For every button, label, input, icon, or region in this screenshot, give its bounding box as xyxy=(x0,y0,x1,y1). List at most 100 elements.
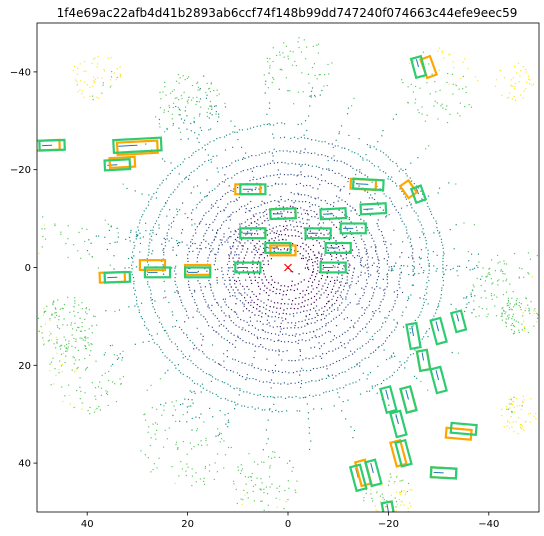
lidar-point xyxy=(278,88,280,90)
lidar-point xyxy=(166,200,169,202)
lidar-point xyxy=(323,392,325,394)
lidar-point xyxy=(316,263,318,265)
lidar-point xyxy=(181,181,183,183)
lidar-point xyxy=(519,423,522,426)
lidar-point xyxy=(318,166,320,169)
lidar-point xyxy=(193,186,195,188)
lidar-point xyxy=(226,339,228,342)
lidar-point xyxy=(486,308,488,310)
lidar-point xyxy=(201,164,203,166)
lidar-point xyxy=(479,278,482,280)
x-tick-label: 40 xyxy=(81,519,94,530)
lidar-point xyxy=(330,204,332,206)
lidar-point xyxy=(267,260,269,262)
lidar-point xyxy=(260,489,262,491)
lidar-point xyxy=(268,294,270,297)
lidar-point xyxy=(328,313,330,315)
lidar-point xyxy=(512,400,515,402)
lidar-point xyxy=(463,222,465,224)
lidar-point xyxy=(328,169,330,171)
lidar-point xyxy=(79,80,81,82)
lidar-point xyxy=(305,58,307,60)
lidar-point xyxy=(367,273,370,275)
gt-box xyxy=(379,385,398,414)
lidar-point xyxy=(361,328,364,330)
lidar-point xyxy=(155,233,157,236)
lidar-point xyxy=(505,408,508,410)
lidar-point xyxy=(73,65,76,68)
lidar-point xyxy=(325,325,327,327)
lidar-point xyxy=(349,287,351,289)
lidar-point xyxy=(217,302,219,304)
lidar-point xyxy=(390,266,393,268)
lidar-point xyxy=(251,311,253,314)
lidar-point xyxy=(519,75,521,77)
lidar-point xyxy=(318,342,320,344)
lidar-point xyxy=(289,220,291,222)
lidar-point xyxy=(315,257,317,259)
lidar-point xyxy=(395,500,398,503)
lidar-point xyxy=(243,320,245,322)
lidar-point xyxy=(70,322,73,324)
lidar-point xyxy=(430,210,432,213)
lidar-point xyxy=(315,394,317,396)
lidar-point xyxy=(291,322,293,324)
lidar-point xyxy=(377,256,379,258)
heading-line xyxy=(433,471,444,474)
lidar-point xyxy=(313,408,315,410)
lidar-point xyxy=(279,173,281,175)
lidar-point xyxy=(400,500,402,502)
lidar-point xyxy=(155,116,157,118)
lidar-point xyxy=(176,346,178,348)
lidar-point xyxy=(302,359,304,361)
lidar-point xyxy=(327,159,329,162)
lidar-point xyxy=(473,300,475,302)
lidar-point xyxy=(237,316,239,318)
lidar-point xyxy=(304,163,306,165)
lidar-point xyxy=(76,83,78,85)
lidar-point xyxy=(409,489,411,491)
lidar-point xyxy=(259,288,262,290)
lidar-point xyxy=(218,333,220,335)
lidar-point xyxy=(175,367,177,369)
lidar-point xyxy=(437,303,440,305)
lidar-point xyxy=(333,159,335,161)
lidar-point xyxy=(287,235,290,237)
lidar-point xyxy=(283,136,286,138)
lidar-point xyxy=(359,347,361,349)
lidar-point xyxy=(202,339,204,341)
lidar-point xyxy=(256,165,258,168)
lidar-point xyxy=(250,301,252,303)
lidar-point xyxy=(524,421,526,423)
lidar-point xyxy=(272,396,274,398)
x-tick-label: −20 xyxy=(378,519,399,530)
lidar-point xyxy=(209,90,212,93)
lidar-point xyxy=(380,231,383,233)
lidar-point xyxy=(502,309,505,311)
lidar-point xyxy=(313,307,315,309)
lidar-point xyxy=(43,307,45,309)
lidar-point xyxy=(280,396,282,398)
lidar-point xyxy=(254,408,256,410)
lidar-point xyxy=(109,242,111,245)
lidar-point xyxy=(512,313,514,315)
lidar-point xyxy=(373,240,375,242)
lidar-point xyxy=(327,233,329,235)
lidar-point xyxy=(519,405,521,407)
lidar-point xyxy=(74,302,76,304)
lidar-point xyxy=(288,396,290,398)
lidar-point xyxy=(388,214,390,216)
lidar-point xyxy=(530,301,532,303)
lidar-point xyxy=(322,216,324,218)
lidar-point xyxy=(223,312,225,314)
lidar-point xyxy=(235,340,237,342)
lidar-point xyxy=(224,301,226,303)
lidar-point xyxy=(303,279,305,281)
lidar-point xyxy=(204,161,206,163)
lidar-point xyxy=(105,392,108,394)
lidar-point xyxy=(238,254,240,256)
lidar-point xyxy=(94,395,96,397)
lidar-point xyxy=(227,203,229,205)
lidar-point xyxy=(201,218,204,220)
lidar-point xyxy=(293,103,295,105)
